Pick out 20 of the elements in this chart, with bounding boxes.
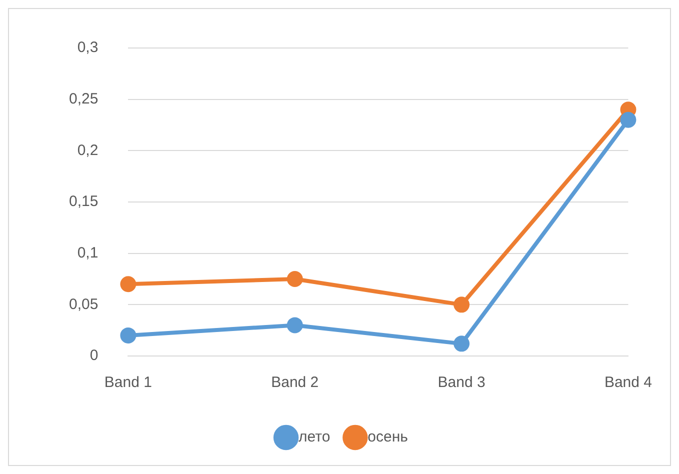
y-tick-label: 0,15	[68, 193, 98, 210]
x-tick-label: Band 2	[271, 374, 319, 392]
y-tick-label: 0,25	[68, 90, 98, 108]
point	[454, 296, 470, 313]
point	[620, 112, 636, 128]
legend-label: осень	[368, 428, 408, 446]
y-tick-label: 0,05	[68, 296, 98, 313]
x-tick-label: Band 1	[104, 374, 152, 392]
legend-label: лето	[298, 428, 330, 446]
y-tick-label: 0	[90, 347, 98, 364]
point	[454, 336, 470, 352]
point	[120, 276, 136, 292]
x-tick-label: Band 4	[604, 374, 652, 392]
point	[286, 271, 303, 287]
point	[286, 317, 303, 334]
point	[120, 327, 136, 344]
y-tick-label: 0,2	[77, 142, 98, 159]
y-tick-label: 0,1	[77, 244, 98, 262]
y-tick-label: 0,3	[77, 39, 98, 56]
x-tick-label: Band 3	[438, 374, 486, 392]
